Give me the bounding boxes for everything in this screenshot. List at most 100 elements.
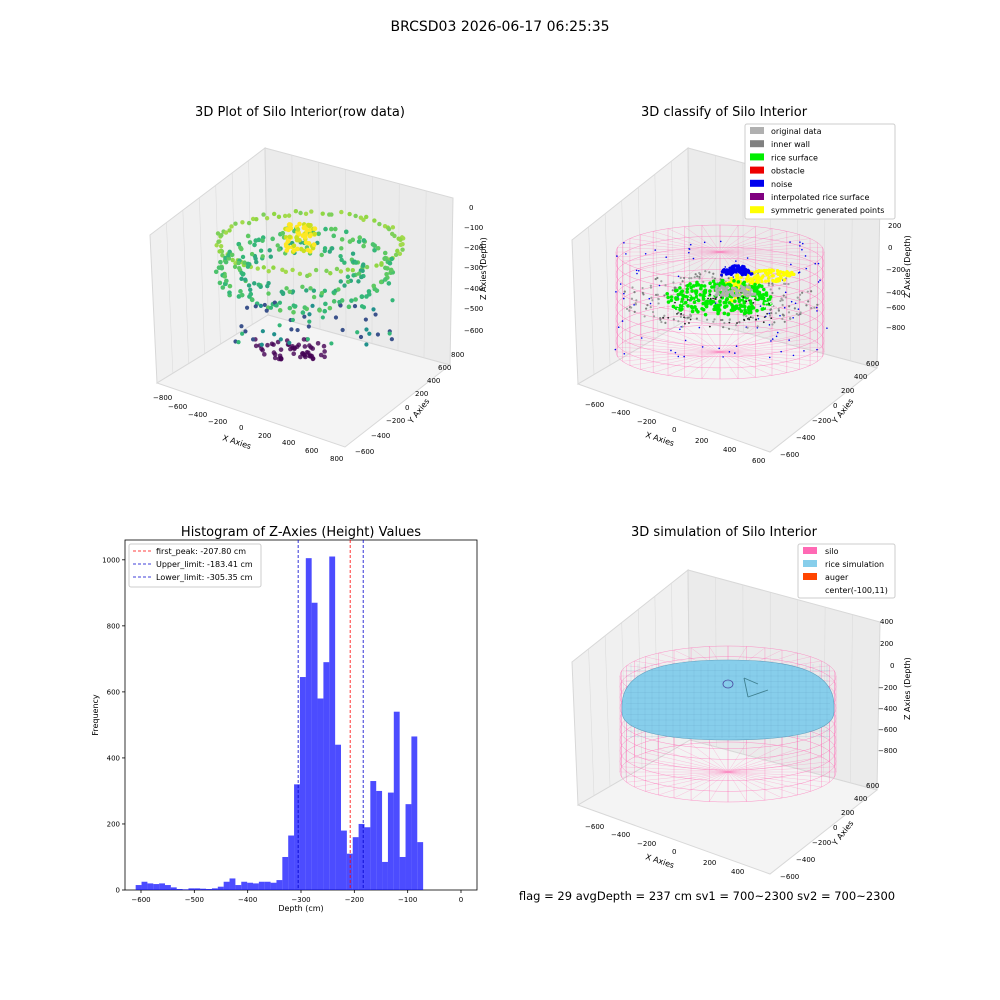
- classify-point: [698, 326, 701, 329]
- classify-point: [688, 248, 691, 250]
- silo-spoke: [719, 226, 756, 253]
- raw-point: [247, 240, 253, 245]
- classify-point: [766, 315, 769, 318]
- raw-point: [347, 239, 353, 244]
- raw-point: [287, 234, 293, 240]
- classify-point: [779, 299, 782, 303]
- silo-spoke: [673, 771, 729, 799]
- classify-point: [735, 345, 738, 347]
- silo-spoke: [690, 743, 729, 773]
- raw-point: [323, 226, 328, 232]
- cls-ytick: −600: [780, 451, 799, 459]
- classify-point: [625, 307, 629, 310]
- figure-suptitle: BRCSD03 2026-06-17 06:25:35: [390, 19, 609, 35]
- raw-z-label: Z Axies (Depth): [479, 237, 488, 300]
- classify-point: [674, 301, 676, 304]
- classify-point: [785, 273, 789, 278]
- classify-point: [683, 304, 686, 307]
- classify-point: [736, 266, 740, 270]
- classify-point: [623, 352, 626, 355]
- raw-point: [253, 343, 259, 349]
- classify-point: [713, 277, 717, 280]
- classify-point: [798, 293, 802, 296]
- silo-spoke: [719, 231, 787, 253]
- raw-z-ticks: 0 −100 −200 −300 −400 −500 −600: [464, 204, 483, 335]
- raw-point: [240, 331, 245, 336]
- classify-point: [792, 354, 795, 357]
- classify-point: [721, 293, 725, 297]
- histogram-bar: [223, 881, 230, 890]
- raw-point: [311, 288, 317, 293]
- classify-point: [766, 279, 771, 283]
- histogram-bar: [358, 823, 365, 890]
- silo-spoke: [727, 766, 835, 773]
- classify-point: [743, 322, 746, 325]
- sim-xtick: 0: [672, 848, 676, 856]
- raw-point: [218, 243, 224, 249]
- silo-spoke: [684, 226, 721, 253]
- raw-point: [384, 271, 389, 277]
- classify-point: [637, 269, 640, 272]
- raw-point: [322, 349, 327, 354]
- silo-spoke: [727, 771, 798, 796]
- silo-spoke: [701, 351, 721, 379]
- grid-line: [166, 222, 174, 374]
- raw-point: [240, 254, 246, 260]
- classify-point: [690, 306, 695, 310]
- classify-point: [764, 298, 767, 300]
- classify-point: [656, 293, 659, 296]
- classify-point: [773, 279, 777, 283]
- raw-point: [389, 256, 395, 262]
- silo-spoke: [658, 748, 729, 773]
- classify-point: [683, 316, 685, 319]
- classify-point: [777, 307, 780, 310]
- classify-point: [642, 293, 645, 296]
- classify-point: [747, 285, 751, 289]
- classify-point: [771, 338, 774, 340]
- classify-point: [672, 281, 675, 284]
- classify-point: [763, 279, 768, 283]
- raw-point: [400, 241, 405, 247]
- raw-point: [286, 213, 292, 218]
- raw-point: [260, 254, 265, 259]
- raw-point: [230, 257, 235, 263]
- raw-point: [250, 337, 256, 342]
- classify-point: [689, 243, 692, 246]
- raw-point: [322, 354, 327, 360]
- raw-point: [236, 260, 241, 266]
- silo-spoke: [719, 328, 773, 353]
- silo-spoke: [719, 347, 823, 353]
- silo-spoke: [719, 351, 811, 366]
- raw-point: [316, 231, 321, 237]
- classify-point: [619, 283, 622, 285]
- classify-point: [779, 314, 781, 317]
- classify-point: [719, 240, 722, 243]
- classify-point: [734, 324, 738, 327]
- classify-point: [801, 242, 804, 245]
- raw-3d-panel: 3D Plot of Silo Interior(row data) −800 …: [149, 105, 488, 463]
- cls-xtick: 0: [672, 426, 676, 434]
- silo-spoke: [653, 231, 721, 253]
- raw-point: [243, 329, 248, 334]
- sim-xtick: 200: [703, 859, 716, 867]
- classify-point: [766, 305, 769, 308]
- silo-spoke: [727, 771, 830, 783]
- classify-point: [720, 278, 725, 283]
- raw-point: [266, 291, 271, 296]
- raw-point: [361, 217, 366, 222]
- raw-point: [334, 266, 340, 272]
- histogram-bar: [206, 889, 212, 890]
- classify-point: [660, 320, 663, 324]
- silo-spoke: [673, 745, 729, 773]
- classify-point: [793, 307, 796, 310]
- classify-point: [747, 308, 751, 312]
- silo-spoke: [626, 761, 729, 773]
- raw-point: [242, 260, 247, 265]
- histogram-x-tick-label: −200: [345, 896, 364, 904]
- classify-point: [762, 287, 766, 292]
- classify-point: [771, 323, 774, 326]
- classify-point: [738, 321, 741, 324]
- silo-spoke: [719, 351, 800, 370]
- silo-spoke: [719, 251, 800, 270]
- raw-point: [338, 269, 344, 274]
